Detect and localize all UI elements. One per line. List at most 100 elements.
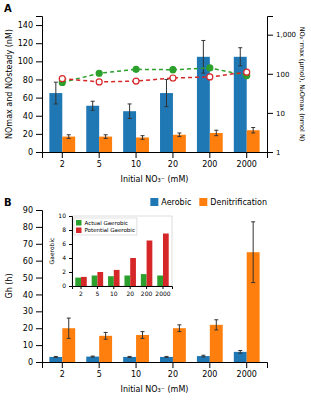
tick-mark (36, 362, 42, 363)
y-axis: 0102030405060708090 (23, 206, 43, 367)
tick: 140 (18, 21, 42, 30)
tick: 2000 (237, 152, 257, 169)
tick-mark (146, 286, 147, 289)
marker (170, 75, 176, 81)
tick-label: 100 (276, 71, 289, 79)
tick: 90 (23, 206, 42, 215)
bar-series (49, 40, 246, 152)
tick-mark (267, 74, 273, 75)
tick: 2000 (237, 362, 257, 379)
tick-label: 10 (58, 212, 66, 219)
tick-label: 30 (23, 307, 33, 316)
panel-a: 25102020020000204060801001201401101001,0… (4, 3, 306, 184)
bar (210, 325, 223, 362)
tick-mark (36, 116, 42, 117)
tick-mark (36, 210, 42, 211)
error-bar (67, 318, 71, 338)
tick-mark (69, 216, 72, 217)
bar (124, 276, 130, 287)
legend-label: Potential Gaerobic (85, 227, 135, 233)
legend-swatch (76, 228, 82, 234)
tick: 0 (28, 148, 42, 157)
tick-mark (99, 152, 100, 158)
x-axis-title: Initial NO₃⁻ (mM) (121, 175, 189, 184)
tick-label: 90 (23, 206, 33, 215)
axis-line (36, 17, 43, 153)
marker (96, 79, 102, 85)
tick-label: 60 (23, 94, 33, 103)
error-bar (171, 67, 175, 72)
tick: 6 (62, 240, 72, 247)
error-bar (128, 356, 132, 357)
tick-mark (36, 227, 42, 228)
marker (133, 78, 139, 84)
error-bar (164, 356, 168, 357)
line (62, 68, 246, 83)
line-series (59, 65, 249, 86)
tick-mark (69, 244, 72, 245)
y-axis: 0246810 (58, 212, 72, 289)
bar (173, 135, 186, 152)
tick-label: 2 (79, 290, 83, 297)
tick-mark (130, 286, 131, 289)
tick-label: 10 (276, 110, 285, 118)
error-bar (128, 104, 132, 119)
x-axis: 2510202002000 (43, 362, 268, 379)
tick-mark (267, 113, 273, 114)
error-bar (54, 356, 58, 357)
legend-label: Actual Gaerobic (85, 220, 129, 226)
error-bar (238, 351, 242, 354)
tick: 20 (23, 324, 42, 333)
tick: 100 (267, 71, 289, 79)
tick-label: 20 (23, 324, 33, 333)
error-bar (201, 355, 205, 357)
tick-mark (136, 362, 137, 368)
tick-mark (36, 79, 42, 80)
plot-area (49, 40, 259, 152)
legend-item: Potential Gaerobic (76, 227, 135, 233)
bar (130, 258, 136, 286)
tick: 10 (131, 152, 141, 169)
legend-label: Aerobic (161, 198, 191, 207)
tick: 120 (18, 39, 42, 48)
tick-mark (36, 134, 42, 135)
tick: 40 (23, 112, 42, 121)
bar (92, 276, 98, 287)
bar (157, 276, 163, 287)
tick-label: 1,000 (276, 31, 296, 39)
tick-label: 50 (23, 274, 33, 283)
tick-label: 2 (62, 268, 66, 275)
bar (97, 272, 103, 286)
tick-label: 6 (62, 240, 66, 247)
tick-mark (81, 286, 82, 289)
tick-mark (267, 35, 273, 36)
tick-mark (36, 152, 42, 153)
bar (197, 356, 210, 362)
tick-label: 200 (141, 290, 153, 297)
tick: 5 (97, 362, 102, 379)
tick: 80 (23, 76, 42, 85)
inset: 25102020020000246810GaerobicActual Gaero… (48, 212, 173, 297)
tick: 80 (23, 223, 42, 232)
marker (59, 76, 65, 82)
error-bar (67, 135, 71, 139)
tick: 5 (95, 286, 99, 297)
tick: 4 (62, 254, 72, 261)
error-bar (91, 101, 95, 110)
tick: 2 (62, 268, 72, 275)
tick-mark (246, 152, 247, 158)
error-bar (177, 133, 181, 137)
tick: 10 (23, 341, 42, 350)
tick-label: 60 (23, 257, 33, 266)
tick: 2 (60, 152, 65, 169)
bar (141, 274, 147, 286)
tick-label: 20 (23, 130, 33, 139)
bar-series (81, 234, 169, 287)
bar (49, 357, 62, 362)
marker (170, 67, 176, 73)
tick: 1,000 (267, 31, 296, 39)
tick: 2 (60, 362, 65, 379)
tick: 1 (267, 149, 280, 157)
tick: 20 (126, 286, 134, 297)
tick-mark (69, 230, 72, 231)
